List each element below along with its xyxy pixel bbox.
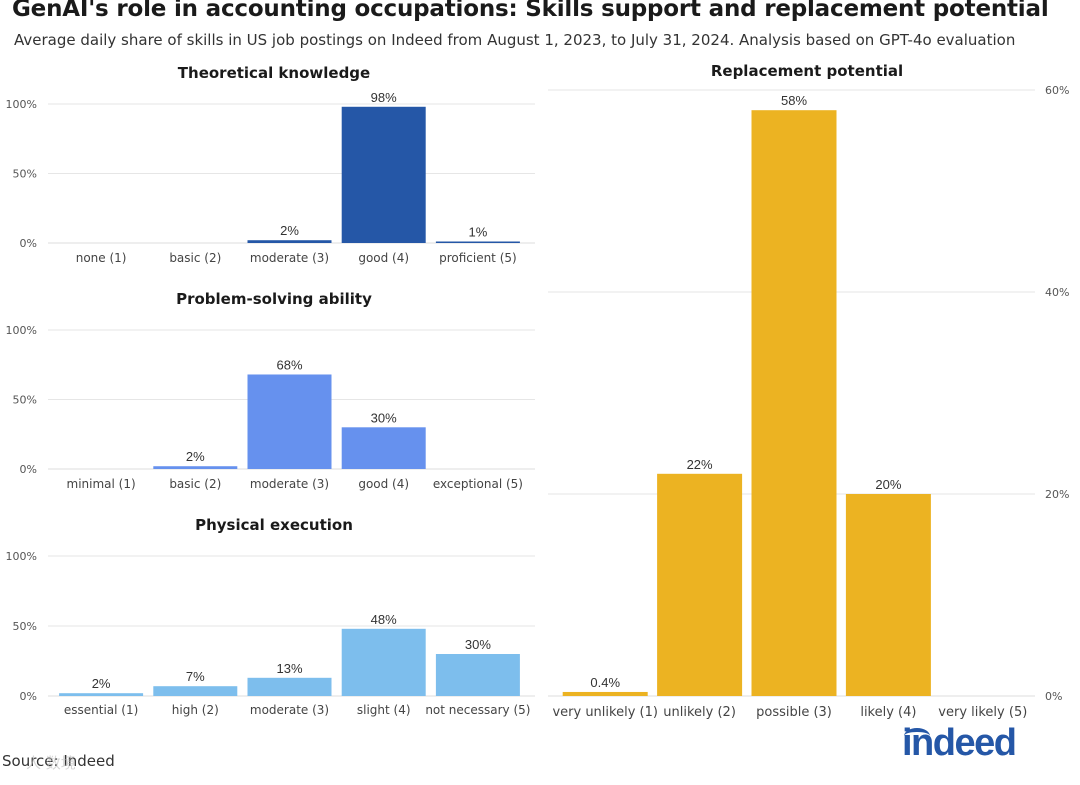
panel2-data-label: 30% (371, 410, 397, 425)
panel1-category-label: moderate (3) (250, 251, 329, 265)
panel3-category-label: essential (1) (64, 703, 138, 717)
panel2-category-label: minimal (1) (67, 477, 136, 491)
panel3-title: Physical execution (195, 516, 353, 534)
panel2-y-tick-label: 50% (13, 394, 37, 407)
panel3-bar (435, 654, 520, 696)
panel1-data-label: 1% (469, 225, 488, 240)
panel1-data-label: 98% (371, 90, 397, 105)
panel4-category-label: very likely (5) (938, 705, 1027, 720)
panel4-data-label: 22% (687, 457, 713, 472)
panel3-bar (153, 686, 238, 696)
panel4-bar (751, 110, 837, 696)
panel1-category-label: proficient (5) (439, 251, 517, 265)
panel4-y-tick-label: 20% (1045, 488, 1069, 501)
chart-title: GenAI's role in accounting occupations: … (12, 0, 1049, 22)
panel4-y-tick-label: 60% (1045, 84, 1069, 97)
panel1-category-label: none (1) (76, 251, 127, 265)
indeed-logo: indeed (902, 722, 1017, 765)
panel3-y-tick-label: 100% (6, 550, 37, 563)
panel3-y-tick-label: 50% (13, 620, 37, 633)
panel1-bar (247, 240, 332, 243)
panel1-bar (341, 106, 426, 243)
panel3-category-label: moderate (3) (250, 703, 329, 717)
chart-subtitle: Average daily share of skills in US job … (14, 31, 1016, 49)
panel2-y-tick-label: 0% (20, 463, 37, 476)
panel4-y-tick-label: 40% (1045, 286, 1069, 299)
panel3-bar (59, 693, 144, 696)
panel4-category-label: likely (4) (860, 705, 916, 720)
panel4-category-label: very unlikely (1) (552, 705, 657, 720)
panel3-category-label: slight (4) (357, 703, 411, 717)
panel2-bar (247, 374, 332, 469)
panel2-category-label: moderate (3) (250, 477, 329, 491)
panel1-bar (435, 241, 520, 243)
panel4-data-label: 20% (875, 477, 901, 492)
panel3-data-label: 13% (276, 661, 302, 676)
panel3-category-label: high (2) (172, 703, 219, 717)
panel1-data-label: 2% (280, 223, 299, 238)
logo-arc-icon (904, 728, 930, 744)
panel4-title: Replacement potential (711, 62, 903, 80)
panel2-category-label: good (4) (358, 477, 409, 491)
panel1-y-tick-label: 50% (13, 168, 37, 181)
panel1-y-tick-label: 100% (6, 98, 37, 111)
panel3-data-label: 2% (92, 676, 111, 691)
panel3-category-label: not necessary (5) (425, 703, 530, 717)
panel2-title: Problem-solving ability (176, 290, 372, 308)
panel2-bar (341, 427, 426, 469)
source-note: Source: Indeed (2, 752, 115, 770)
panel2-bar (153, 466, 238, 469)
panel4-category-label: unlikely (2) (663, 705, 736, 720)
panel2-category-label: exceptional (5) (433, 477, 523, 491)
panel1-y-tick-label: 0% (20, 237, 37, 250)
panel3-data-label: 7% (186, 669, 205, 684)
panel4-bar (845, 494, 931, 696)
panel4-bar (562, 691, 648, 696)
panel4-bar (657, 473, 743, 696)
watermark: 人​ ​数境 (26, 754, 76, 772)
panel4-category-label: possible (3) (756, 705, 832, 720)
panel3-bar (341, 628, 426, 696)
panel1-category-label: good (4) (358, 251, 409, 265)
panel2-data-label: 2% (186, 449, 205, 464)
panel3-bar (247, 677, 332, 696)
panel1-title: Theoretical knowledge (178, 64, 370, 82)
panel4-data-label: 58% (781, 93, 807, 108)
panel3-data-label: 48% (371, 612, 397, 627)
panel3-y-tick-label: 0% (20, 690, 37, 703)
panel2-category-label: basic (2) (169, 477, 221, 491)
panel2-y-tick-label: 100% (6, 324, 37, 337)
panel3-data-label: 30% (465, 637, 491, 652)
panel4-data-label: 0.4% (590, 675, 620, 690)
panel1-category-label: basic (2) (169, 251, 221, 265)
panel4-y-tick-label: 0% (1045, 690, 1062, 703)
panel2-data-label: 68% (276, 357, 302, 372)
